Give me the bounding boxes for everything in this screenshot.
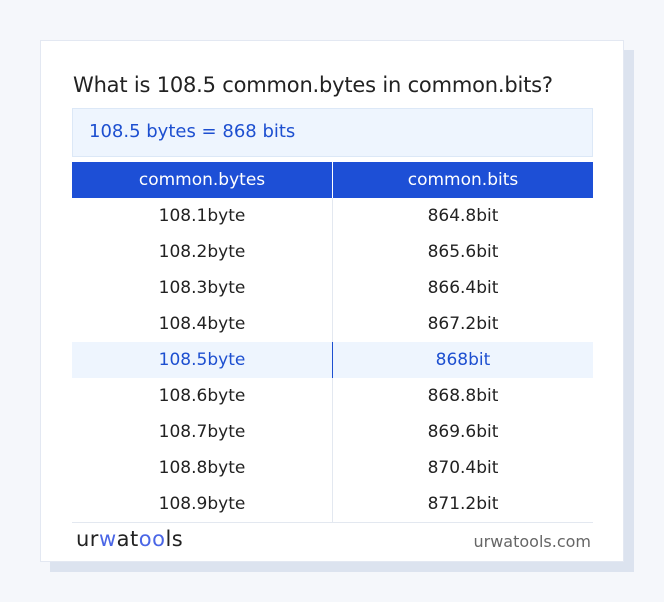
bytes-cell: 108.7byte bbox=[72, 414, 333, 450]
bytes-cell: 108.5byte bbox=[72, 342, 333, 378]
site-link[interactable]: urwatools.com bbox=[473, 532, 592, 551]
bits-cell: 868.8bit bbox=[427, 386, 499, 406]
table-row: 108.1byte 864.8bit bbox=[72, 198, 593, 234]
bytes-cell: 108.2byte bbox=[72, 234, 333, 270]
table-row: 108.4byte 867.2bit bbox=[72, 306, 593, 342]
table-row: 108.6byte 868.8bit bbox=[72, 378, 593, 414]
bits-cell: 864.8bit bbox=[427, 206, 499, 226]
table-row: 108.3byte 866.4bit bbox=[72, 270, 593, 306]
converter-card: What is 108.5 common.bytes in common.bit… bbox=[40, 40, 624, 562]
bytes-cell: 108.1byte bbox=[72, 198, 333, 234]
bits-cell: 867.2bit bbox=[427, 314, 499, 334]
page-title: What is 108.5 common.bytes in common.bit… bbox=[73, 73, 553, 97]
result-box: 108.5 bytes = 868 bits bbox=[72, 108, 593, 157]
bits-cell: 870.4bit bbox=[427, 458, 499, 478]
table-row: 108.7byte 869.6bit bbox=[72, 414, 593, 450]
table-row: 108.9byte 871.2bit bbox=[72, 486, 593, 523]
bytes-cell: 108.6byte bbox=[72, 378, 333, 414]
conversion-table: common.bytes common.bits 108.1byte 864.8b… bbox=[72, 162, 593, 523]
bytes-cell: 108.4byte bbox=[72, 306, 333, 342]
table-row: 108.8byte 870.4bit bbox=[72, 450, 593, 486]
urwatools-logo[interactable]: urwatools bbox=[76, 527, 184, 551]
column-header-bytes: common.bytes bbox=[72, 162, 333, 198]
bytes-cell: 108.3byte bbox=[72, 270, 333, 306]
bits-cell: 866.4bit bbox=[427, 278, 499, 298]
column-header-bits: common.bits bbox=[332, 162, 593, 198]
table-row: 108.2byte 865.6bit bbox=[72, 234, 593, 270]
bytes-cell: 108.9byte bbox=[72, 486, 333, 523]
bits-cell: 871.2bit bbox=[332, 486, 593, 523]
bits-cell: 865.6bit bbox=[427, 242, 499, 262]
bytes-cell: 108.8byte bbox=[72, 450, 333, 486]
table-row: 108.5byte 868bit bbox=[72, 342, 593, 378]
bits-cell: 869.6bit bbox=[427, 422, 499, 442]
bits-cell: 868bit bbox=[332, 342, 593, 378]
